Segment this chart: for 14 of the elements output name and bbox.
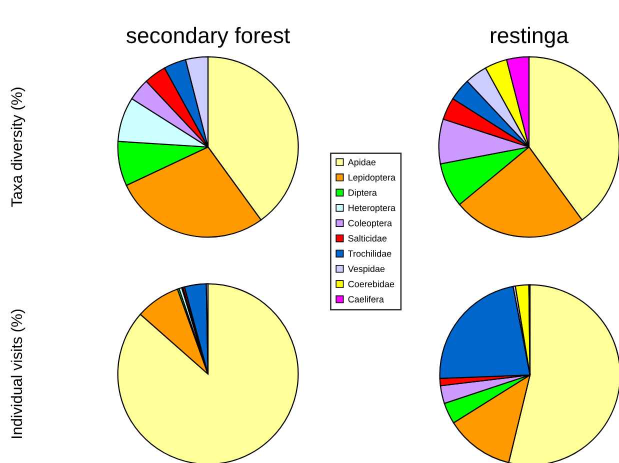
legend-label: Trochilidae (348, 250, 392, 257)
text: Taxa diversity (%) (10, 88, 26, 207)
legend-label: Apidae (348, 158, 376, 168)
legend-label: Heteroptera (348, 204, 396, 213)
legend-label: Lepidoptera (348, 174, 396, 182)
legend-label: Diptera (348, 189, 377, 198)
legend-label: Caelifera (348, 296, 384, 302)
legend-label: Salticidae (348, 234, 387, 242)
legend-label: Coerebidae (348, 280, 394, 288)
chart-title: restinga (490, 26, 569, 48)
chart-title: secondary forest (126, 26, 290, 48)
text: Individual visits (%) (10, 310, 26, 438)
legend-label: Coleoptera (348, 220, 392, 228)
legend-label: Vespidae (348, 265, 385, 274)
